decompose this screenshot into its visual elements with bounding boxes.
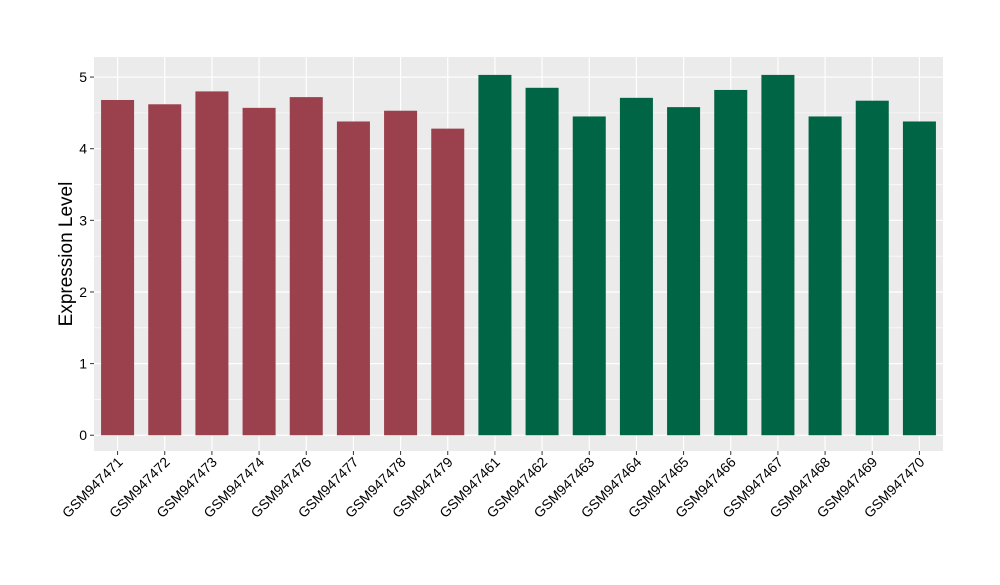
plot-panel [94,57,943,451]
bar-GSM947476 [289,97,323,436]
y-tick-label: 1 [79,356,87,372]
grid-minor [94,112,943,400]
bar-GSM947467 [761,74,795,436]
bar-GSM947464 [619,97,653,436]
bar-GSM947478 [384,110,418,436]
y-tick-label: 3 [79,212,87,228]
bar-GSM947474 [242,107,276,436]
x-axis: GSM947471GSM947472GSM947473GSM947474GSM9… [59,451,928,521]
bars [101,74,936,436]
bar-GSM947465 [667,107,701,436]
y-tick-label: 5 [79,69,87,85]
bar-GSM947471 [101,99,135,436]
y-tick-label: 2 [79,284,87,300]
bar-GSM947470 [902,121,936,436]
y-tick-label: 4 [79,141,87,157]
y-axis-label: Expression Level [56,182,77,327]
bar-GSM947469 [855,100,889,436]
y-tick-label: 0 [79,427,87,443]
bar-GSM947461 [478,74,512,436]
bar-GSM947468 [808,116,842,436]
y-axis: 0 1 2 3 4 5 [79,69,94,443]
bar-GSM947463 [572,116,606,436]
bar-GSM947479 [431,128,465,436]
bar-GSM947472 [148,104,182,436]
bar-GSM947462 [525,87,559,436]
bar-GSM947466 [714,89,748,436]
bar-GSM947477 [336,121,370,436]
bar-GSM947473 [195,91,229,436]
